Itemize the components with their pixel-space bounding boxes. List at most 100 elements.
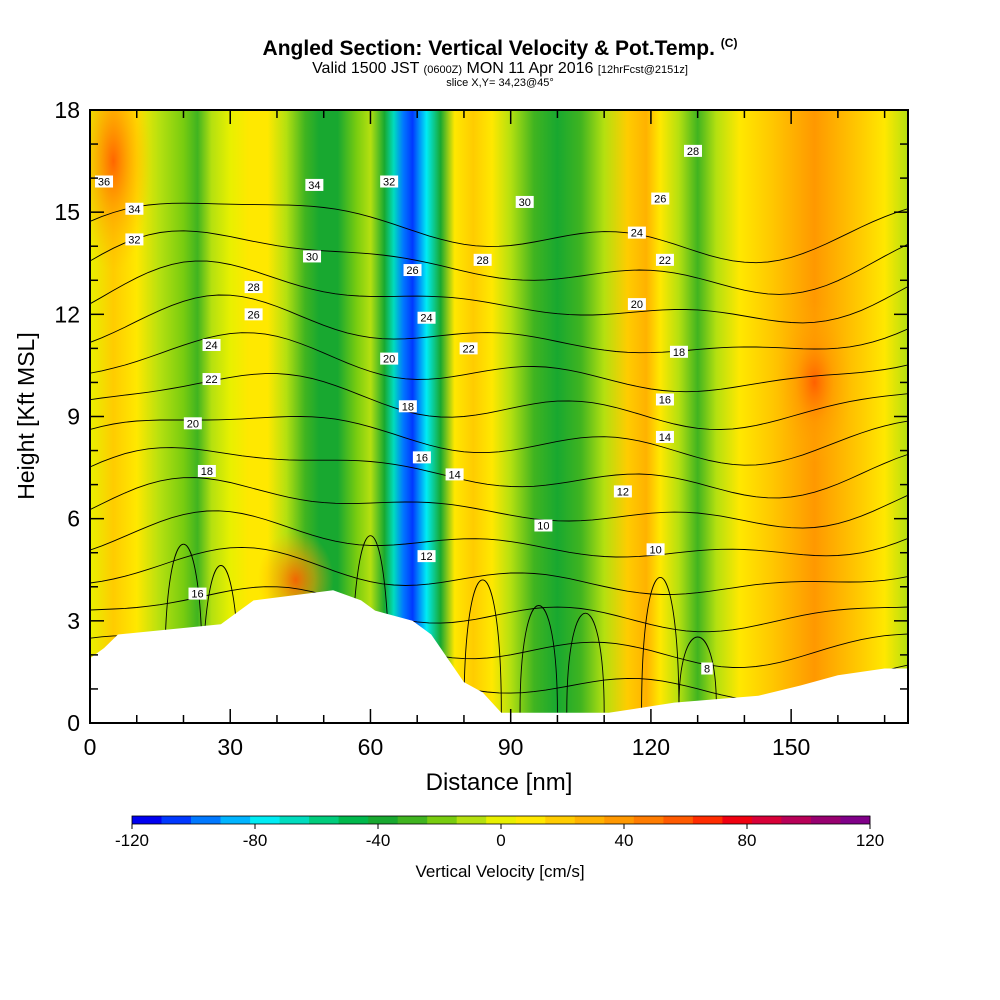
contour-label-19: 20 [627,298,646,311]
isotherm-32 [90,260,908,324]
colorbar-swatch-22 [781,816,812,824]
svg-text:22: 22 [659,255,671,267]
svg-text:16: 16 [659,394,671,406]
loop-contour-3 [463,579,502,713]
x-tick-30: 30 [217,734,243,760]
svg-text:16: 16 [416,452,428,464]
contour-label-27: 14 [445,468,464,481]
title-text: Angled Section: Vertical Velocity & Pot.… [262,37,715,60]
colorbar-swatch-1 [161,816,192,824]
svg-text:34: 34 [128,204,140,216]
contour-label-11: 26 [403,264,422,277]
isotherm-22 [90,447,908,499]
contour-label-22: 20 [380,352,399,366]
colorbar-tick-4: 40 [615,831,634,850]
isotherm-36 [90,202,908,264]
svg-text:34: 34 [308,180,320,192]
x-tick-60: 60 [358,734,384,760]
isotherm-30 [90,294,908,354]
isotherm-26 [90,373,908,430]
contour-label-0: 36 [95,175,114,189]
colorbar-swatch-4 [250,816,280,824]
loop-contour-6 [641,576,680,713]
isotherm-28 [90,332,908,393]
y-tick-15: 15 [54,199,80,225]
contour-label-26: 16 [412,451,431,464]
valid-date: MON 11 Apr 2016 [466,60,594,77]
colorbar-swatch-0 [132,816,162,824]
colorbar-tick-0: -120 [115,831,149,850]
svg-text:20: 20 [631,299,643,311]
svg-text:14: 14 [448,469,460,481]
svg-text:10: 10 [649,544,661,556]
contour-label-14: 22 [655,253,674,267]
velocity-maxima [90,110,853,630]
svg-text:12: 12 [420,551,432,563]
contour-label-24: 16 [655,393,674,406]
svg-text:20: 20 [187,418,199,430]
x-tick-150: 150 [772,734,810,760]
svg-text:16: 16 [191,589,203,601]
contour-label-33: 16 [188,587,207,601]
y-tick-0: 0 [67,710,80,736]
colorbar-tick-2: -40 [366,831,391,850]
svg-text:22: 22 [462,343,474,355]
svg-text:22: 22 [205,374,217,386]
x-tick-0: 0 [84,734,97,760]
forecast-info: [12hrFcst@2151z] [597,64,688,76]
svg-text:20: 20 [383,354,395,366]
contour-label-6: 30 [515,195,534,209]
isotherm-16 [90,546,908,595]
contour-label-28: 18 [197,464,216,478]
colorbar-tick-5: 80 [738,831,757,850]
colorbar-swatch-2 [191,816,221,824]
svg-text:18: 18 [673,347,685,359]
colorbar-swatch-24 [840,816,871,824]
isotherm-18 [90,510,908,558]
svg-text:30: 30 [306,251,318,263]
isotherm-24 [90,416,908,466]
loop-contour-7 [678,636,717,706]
colorbar-swatch-10 [427,816,458,824]
svg-text:32: 32 [128,234,140,246]
contour-label-18: 22 [459,342,478,355]
colorbar: -120 -80 -40 0 40 80 120 [115,815,884,850]
colorbar-label: Vertical Velocity [cm/s] [415,862,585,881]
x-axis-label: Distance [nm] [426,769,573,796]
colorbar-tick-6: 120 [856,831,884,850]
colorbar-swatch-21 [751,816,782,824]
title-units: (C) [720,36,738,50]
isotherm-34 [90,230,908,295]
colorbar-swatch-23 [811,816,841,824]
svg-text:18: 18 [201,466,213,478]
contour-label-9: 28 [244,281,263,294]
contour-label-29: 12 [613,485,632,498]
svg-text:28: 28 [247,282,259,294]
contour-label-12: 28 [473,253,492,267]
colorbar-swatch-8 [368,816,399,824]
colorbar-swatch-5 [279,816,310,824]
svg-text:24: 24 [205,340,217,352]
contour-label-15: 24 [202,338,221,352]
contour-label-8: 26 [651,192,670,206]
colorbar-swatch-14 [545,816,576,824]
isotherm-20 [90,477,908,529]
y-tick-12: 12 [54,301,80,327]
svg-text:26: 26 [247,309,259,321]
colorbar-swatch-18 [663,816,694,824]
contour-label-5: 30 [303,250,322,263]
colorbar-swatch-19 [692,816,723,824]
contour-label-23: 18 [398,400,417,413]
svg-text:12: 12 [617,486,629,498]
chart-title: Angled Section: Vertical Velocity & Pot.… [0,36,1000,61]
y-tick-3: 3 [67,608,80,634]
svg-text:28: 28 [477,255,489,267]
svg-text:32: 32 [383,177,395,189]
y-tick-18: 18 [54,97,80,123]
colorbar-swatch-11 [456,816,487,824]
contour-label-30: 10 [534,519,553,532]
contour-label-32: 12 [417,550,436,563]
contour-label-2: 32 [125,233,144,246]
loop-contour-0 [164,543,203,672]
